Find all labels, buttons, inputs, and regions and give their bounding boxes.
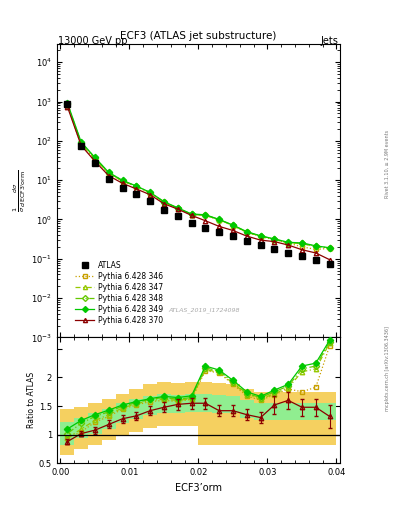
Text: Jets: Jets [321, 36, 339, 46]
Legend: ATLAS, Pythia 6.428 346, Pythia 6.428 347, Pythia 6.428 348, Pythia 6.428 349, P: ATLAS, Pythia 6.428 346, Pythia 6.428 34… [72, 258, 166, 328]
Y-axis label: $\frac{1}{\sigma}\frac{d\sigma}{d\,\mathrm{ECF3'orm}}$: $\frac{1}{\sigma}\frac{d\sigma}{d\,\math… [12, 169, 28, 211]
X-axis label: ECF3’orm: ECF3’orm [175, 483, 222, 493]
Text: ATLAS_2019_I1724098: ATLAS_2019_I1724098 [168, 307, 240, 313]
Y-axis label: Ratio to ATLAS: Ratio to ATLAS [27, 372, 36, 429]
Text: mcplots.cern.ch [arXiv:1306.3436]: mcplots.cern.ch [arXiv:1306.3436] [385, 326, 390, 411]
Text: 13000 GeV pp: 13000 GeV pp [58, 36, 128, 46]
Title: ECF3 (ATLAS jet substructure): ECF3 (ATLAS jet substructure) [120, 31, 277, 41]
Text: Rivet 3.1.10, ≥ 2.9M events: Rivet 3.1.10, ≥ 2.9M events [385, 130, 390, 198]
